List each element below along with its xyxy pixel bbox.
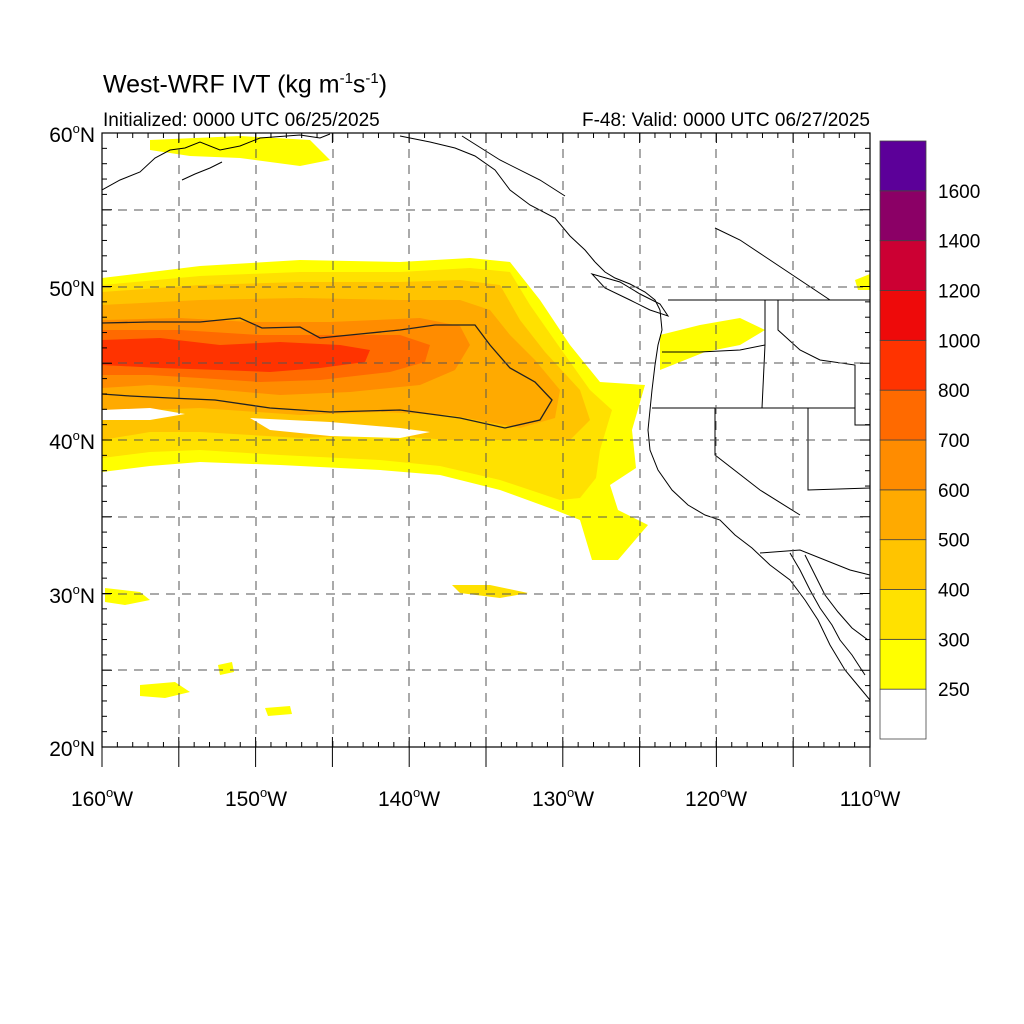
colorbar-box [879,389,927,441]
lat-label-40: 40oN [49,428,95,454]
vancouver-island [590,273,670,317]
colorbar-box [879,489,927,541]
lat-label-30: 30oN [49,582,95,608]
ivt-gap [250,418,430,438]
colorbar-label: 1000 [938,331,980,352]
colorbar-label: 1600 [938,182,980,203]
colorbar-box [879,240,927,291]
alaska-coast [102,133,331,191]
colorbar-label: 800 [938,381,970,402]
valid-time-label: F-48: Valid: 0000 UTC 06/27/2025 [582,110,870,131]
ca-nv-border [714,408,801,516]
lon-label-150: 150oW [225,785,287,811]
bc-interior [714,227,831,301]
colorbar-box [879,140,927,192]
yukon-line [461,135,566,197]
init-time-label: Initialized: 0000 UTC 06/25/2025 [103,110,380,131]
colorbar-label: 400 [938,581,970,602]
lon-label-120: 120oW [685,785,747,811]
colorbar-label: 600 [938,481,970,502]
map-title: West-WRF IVT (kg m-1s-1) [103,70,388,99]
ivt-cell-west4 [265,706,292,716]
lat-label-60: 60oN [49,121,95,147]
alaska-south-coast [399,135,596,263]
colorbar-label: 500 [938,531,970,552]
ivt-cell-mid [452,585,528,598]
colorbar-box [879,539,927,590]
axis-ticks [101,132,871,767]
mt-id-border [777,300,870,426]
ivt-cell-oregon [660,318,765,370]
colorbar-box [879,638,927,690]
coastlines [102,133,870,701]
wa-or-border [662,344,766,353]
gulf-california [804,554,869,641]
ivt-cell-gulf [150,136,330,166]
lat-label-50: 50oN [49,275,95,301]
colorbar-label: 300 [938,630,970,651]
colorbar-box [879,290,927,341]
bc-coast [594,261,661,311]
colorbar-box [879,190,927,242]
lon-axis: 160oW 150oW 140oW 130oW 120oW 110oW [71,785,901,811]
colorbar-label: 1200 [938,282,980,303]
colorbar-label: 250 [938,680,970,701]
lon-label-130: 130oW [532,785,594,811]
lon-label-110: 110oW [840,785,901,811]
lon-label-140: 140oW [378,785,440,811]
colorbar-box [879,589,927,640]
mexico-border [759,549,870,576]
colorbar: 250 300 400 500 600 700 800 1000 1200 1400 1600 [879,140,980,740]
colorbar-box [879,688,927,740]
nv-ut-border [807,408,870,491]
colorbar-label: 1400 [938,232,980,253]
alaska-peninsula [181,161,223,181]
ivt-contour-line [102,317,553,429]
ivt-cell-west1 [105,588,150,605]
ivt-cell-west3 [218,662,234,675]
ivt-cell-se-edge [855,274,870,290]
graticule [102,133,870,747]
west-coast [647,309,870,701]
lon-label-160: 160oW [71,785,133,811]
colorbar-label: 700 [938,431,970,452]
idaho-border [761,300,766,409]
colorbar-box [879,439,927,491]
colorbar-box [879,339,927,391]
ivt-gap-2 [102,408,185,420]
ivt-cell-west2 [140,682,190,698]
lat-label-20: 20oN [49,735,95,761]
baja-coast [789,552,866,676]
lat-axis: 60oN 50oN 40oN 30oN 20oN [49,121,95,761]
